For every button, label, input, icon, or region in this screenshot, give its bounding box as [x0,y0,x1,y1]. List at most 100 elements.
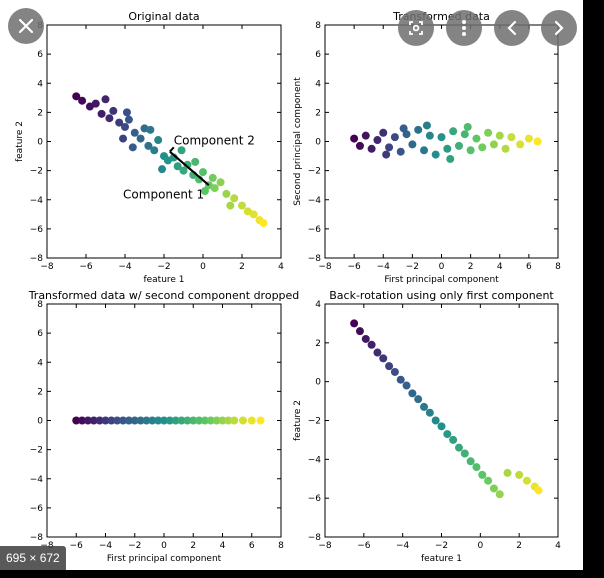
data-point [466,146,475,155]
data-point [97,109,106,118]
data-point [148,416,157,425]
component-1-label: Component 1 [123,187,204,201]
data-point [206,416,215,425]
x-tick-label: −2 [157,262,170,272]
data-point [78,416,87,425]
data-point [414,125,423,134]
data-point [89,416,98,425]
y-tick-label: 6 [37,50,43,60]
y-tick-label: 4 [37,79,43,89]
x-tick-label: 2 [239,262,245,272]
x-axis-label: feature 1 [421,554,462,564]
x-tick-label: 8 [278,541,284,551]
chart-title: Back-rotation using only first component [329,289,554,302]
data-point [446,154,455,163]
data-point [522,476,531,485]
data-point [113,416,122,425]
data-point [249,210,258,219]
data-point [454,443,463,452]
data-point [385,362,394,371]
y-tick-label: −4 [30,475,44,485]
x-axis-label: feature 1 [143,275,184,285]
data-point [177,416,186,425]
next-button[interactable] [541,10,577,46]
component-2-label: Component 2 [174,133,255,147]
x-tick-label: 4 [497,262,503,272]
data-point [524,134,533,143]
x-tick-label: −6 [70,541,84,551]
y-tick-label: −8 [308,533,322,543]
y-tick-label: −8 [308,254,322,264]
data-point [350,319,359,328]
data-point [478,143,487,152]
data-point [472,463,481,472]
y-tick-label: 0 [37,417,43,427]
data-point [472,134,481,143]
lens-button[interactable] [398,10,434,46]
x-tick-label: 4 [555,541,561,551]
x-tick-label: −8 [318,262,332,272]
x-tick-label: 4 [278,262,284,272]
data-point [121,122,129,131]
y-tick-label: 8 [315,21,321,31]
y-tick-label: 4 [315,300,321,310]
x-tick-label: −8 [40,262,54,272]
data-point [150,146,159,155]
data-point [466,457,475,466]
data-point [443,144,452,153]
data-point [146,125,155,134]
data-point [130,128,139,137]
data-point [142,416,151,425]
data-point [361,334,370,343]
data-point [484,476,493,485]
data-point [390,133,399,142]
data-point [83,416,92,425]
data-point [218,416,227,425]
axes-frame [46,24,282,259]
data-point [107,416,116,425]
data-point [144,141,153,150]
more-options-button[interactable] [446,10,482,46]
data-point [503,468,512,477]
data-point [373,348,382,357]
data-point [200,187,209,196]
close-icon [18,18,34,34]
x-tick-label: 8 [555,262,561,272]
y-axis-label: Second principal component [293,77,303,206]
y-tick-label: 0 [315,378,321,388]
data-point [431,416,440,425]
data-point [160,416,168,425]
y-tick-label: 4 [37,358,43,368]
y-tick-label: −6 [30,225,44,235]
data-point [408,140,417,149]
data-point [501,144,510,153]
data-point [437,133,446,142]
data-point [183,416,192,425]
previous-button[interactable] [494,10,530,46]
data-point [101,416,110,425]
y-tick-label: 0 [315,138,321,148]
data-point [224,416,233,425]
data-point [367,340,376,349]
y-tick-label: −4 [308,196,322,206]
data-point [173,162,182,171]
lens-icon [409,21,423,35]
x-tick-label: −6 [357,541,371,551]
data-point [399,124,408,133]
y-tick-label: 6 [37,329,43,339]
y-tick-label: −2 [308,417,321,427]
data-point [484,128,493,137]
data-point [91,99,100,108]
y-axis-label: feature 2 [293,400,303,441]
data-point [454,141,463,150]
y-tick-label: −6 [308,494,322,504]
x-tick-label: −6 [347,262,361,272]
axes-frame [324,303,559,538]
x-tick-label: 0 [439,262,445,272]
data-point [515,470,524,479]
y-tick-label: −4 [308,455,322,465]
x-tick-label: −2 [128,541,141,551]
close-button[interactable] [8,8,44,44]
x-tick-label: −2 [406,262,419,272]
